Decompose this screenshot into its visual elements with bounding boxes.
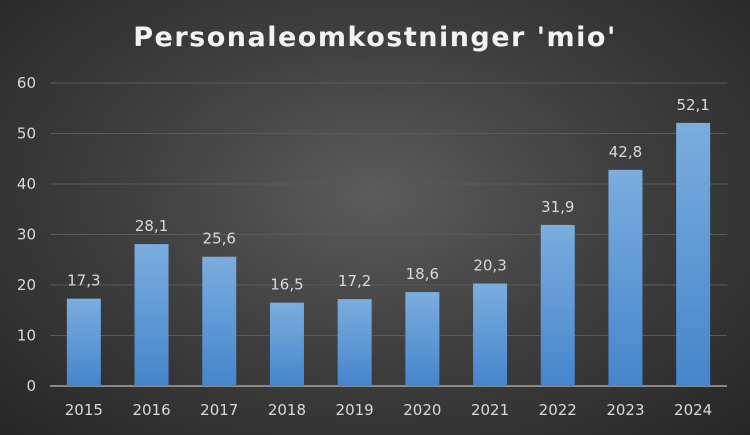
data-label: 18,6 bbox=[406, 265, 439, 283]
data-label: 42,8 bbox=[609, 143, 642, 161]
data-label: 52,1 bbox=[676, 96, 709, 114]
y-tick-label: 20 bbox=[17, 276, 36, 294]
x-tick-label: 2022 bbox=[539, 401, 577, 419]
y-tick-label: 10 bbox=[17, 327, 36, 345]
y-tick-label: 60 bbox=[17, 74, 36, 92]
x-tick-label: 2023 bbox=[606, 401, 644, 419]
data-label: 28,1 bbox=[135, 217, 168, 235]
data-label: 17,3 bbox=[67, 272, 100, 290]
chart-title: Personaleomkostninger 'mio' bbox=[133, 22, 617, 53]
data-label: 25,6 bbox=[203, 230, 236, 248]
x-tick-label: 2019 bbox=[336, 401, 374, 419]
x-tick-label: 2018 bbox=[268, 401, 306, 419]
y-tick-label: 30 bbox=[17, 226, 36, 244]
y-tick-label: 40 bbox=[17, 175, 36, 193]
x-tick-label: 2020 bbox=[403, 401, 441, 419]
bar-2016 bbox=[134, 244, 169, 386]
x-tick-label: 2024 bbox=[674, 401, 712, 419]
bar-2017 bbox=[202, 256, 237, 386]
bar-2021 bbox=[473, 283, 508, 386]
data-label: 20,3 bbox=[473, 256, 506, 274]
data-label: 31,9 bbox=[541, 198, 574, 216]
x-tick-label: 2021 bbox=[471, 401, 509, 419]
bar-2018 bbox=[269, 302, 304, 386]
y-tick-label: 50 bbox=[17, 125, 36, 143]
y-tick-label: 0 bbox=[26, 377, 36, 395]
x-tick-label: 2017 bbox=[200, 401, 238, 419]
bar-2022 bbox=[540, 224, 575, 386]
bar-2015 bbox=[66, 298, 101, 386]
bar-2020 bbox=[405, 292, 440, 386]
bar-2024 bbox=[676, 122, 711, 387]
x-tick-label: 2016 bbox=[132, 401, 170, 419]
bar-2019 bbox=[337, 299, 372, 386]
bar-2023 bbox=[608, 169, 643, 386]
x-tick-label: 2015 bbox=[65, 401, 103, 419]
data-label: 16,5 bbox=[270, 276, 303, 294]
data-label: 17,2 bbox=[338, 272, 371, 290]
